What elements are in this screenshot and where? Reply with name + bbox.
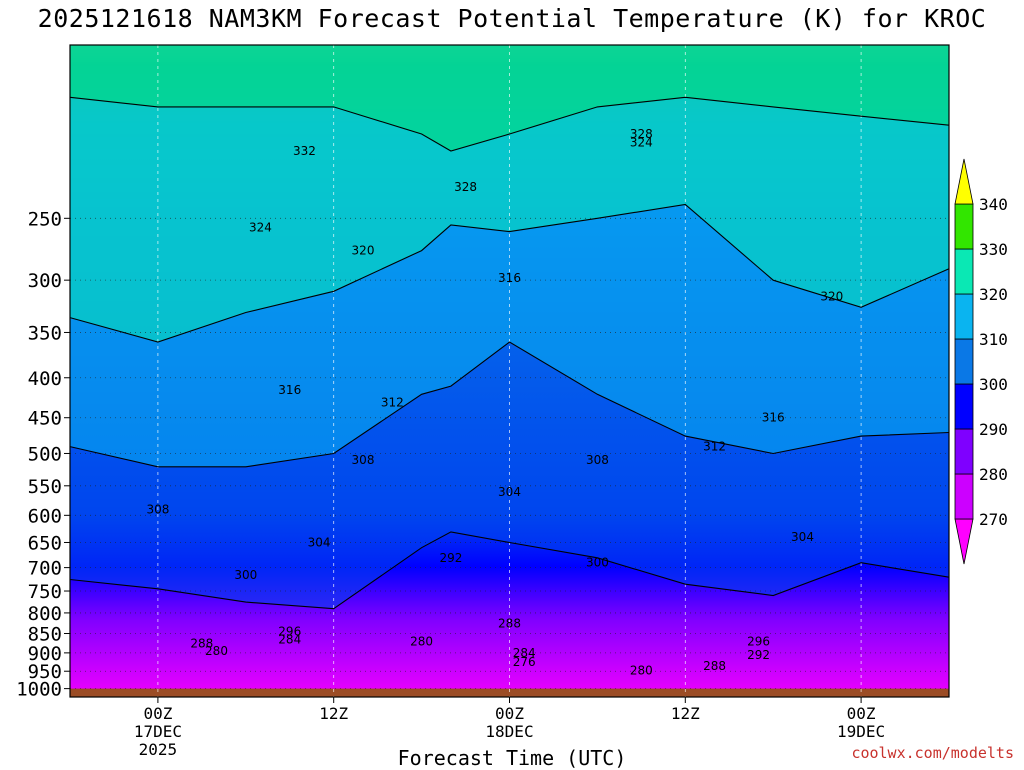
colorbar-label: 340 [979, 195, 1008, 214]
colorbar-label: 300 [979, 375, 1008, 394]
colorbar-label: 270 [979, 510, 1008, 529]
chart-title: 2025121618 NAM3KM Forecast Potential Tem… [37, 4, 987, 33]
colorbar-label: 280 [979, 465, 1008, 484]
contour-label: 280 [205, 644, 228, 658]
x-tick-label: 12Z [319, 704, 348, 723]
x-tick-label: 12Z [671, 704, 700, 723]
contour-label: 316 [762, 411, 785, 425]
x-tick-label: 00Z [495, 704, 524, 723]
colorbar-label: 310 [979, 330, 1008, 349]
y-axis: 2503003504004505005506006507007508008509… [16, 208, 70, 701]
y-tick-label: 600 [28, 505, 62, 527]
contour-label: 300 [234, 568, 257, 582]
x-tick-label: 00Z [847, 704, 876, 723]
contour-label: 284 [278, 632, 301, 646]
contour-label: 328 [630, 127, 653, 141]
x-tick-label: 2025 [139, 740, 178, 759]
colorbar-label: 290 [979, 420, 1008, 439]
credit-text: coolwx.com/modelts [851, 744, 1014, 762]
contour-label: 328 [454, 180, 477, 194]
contour-label: 324 [249, 221, 272, 235]
contour-label: 296 [747, 634, 770, 648]
y-tick-label: 250 [28, 208, 62, 230]
colorbar: 270 280 290 300 310 320 330 340 [954, 158, 1008, 565]
y-tick-label: 850 [28, 623, 62, 645]
isentrope-theta_300 [69, 531, 950, 610]
band-theta_330 [70, 45, 949, 151]
contour-label: 324 [630, 136, 653, 150]
y-tick-label: 500 [28, 443, 62, 465]
contour-label: 312 [381, 395, 404, 409]
contour-label: 308 [146, 503, 169, 517]
contour-label: 308 [352, 453, 375, 467]
colorbar-max-arrow [954, 158, 974, 205]
x-tick-label: 17DEC [134, 722, 182, 741]
x-tick-label: 00Z [143, 704, 172, 723]
contour-label: 280 [630, 664, 653, 678]
y-tick-label: 550 [28, 476, 62, 498]
colorbar-label: 320 [979, 285, 1008, 304]
y-tick-label: 950 [28, 661, 62, 683]
colorbar-segment [954, 203, 974, 250]
contour-label: 300 [586, 556, 609, 570]
colorbar-min-arrow [954, 518, 974, 565]
colorbar-segment [954, 428, 974, 475]
contour-label: 276 [513, 655, 536, 669]
isentrope-theta_320 [69, 203, 950, 343]
colorbar-segment [954, 473, 974, 520]
contour-label: 292 [439, 551, 462, 565]
y-tick-label: 650 [28, 532, 62, 554]
y-tick-label: 700 [28, 558, 62, 580]
contour-label: 312 [703, 440, 726, 454]
contour-label: 288 [190, 636, 213, 650]
y-tick-label: 800 [28, 603, 62, 625]
x-tick-label: 18DEC [485, 722, 533, 741]
contour-label: 320 [352, 244, 375, 258]
contour-label: 316 [278, 383, 301, 397]
isentrope-theta_310 [69, 341, 950, 468]
x-axis-label: Forecast Time (UTC) [397, 746, 627, 770]
colorbar-segment [954, 383, 974, 430]
isentrope-theta_330 [69, 96, 950, 152]
y-tick-label: 750 [28, 581, 62, 603]
contour-label: 292 [747, 648, 770, 662]
isentrope-lines [69, 96, 950, 610]
contour-label: 304 [308, 535, 331, 549]
y-tick-label: 350 [28, 322, 62, 344]
y-tick-label: 450 [28, 408, 62, 430]
contour-label: 284 [513, 646, 536, 660]
x-tick-label: 19DEC [837, 722, 885, 741]
contour-label: 280 [410, 634, 433, 648]
contour-label: 288 [498, 616, 521, 630]
colorbar-label: 330 [979, 240, 1008, 259]
y-tick-label: 400 [28, 368, 62, 390]
y-tick-label: 300 [28, 270, 62, 292]
colorbar-segment [954, 248, 974, 295]
y-tick-label: 1000 [16, 679, 62, 701]
colorbar-segment [954, 338, 974, 385]
colorbar-segment [954, 293, 974, 340]
ground-strip [70, 688, 949, 697]
contour-label: 288 [703, 659, 726, 673]
contour-label: 332 [293, 144, 316, 158]
contour-label: 304 [791, 530, 814, 544]
contour-label: 316 [498, 271, 521, 285]
contour-label: 304 [498, 485, 521, 499]
y-tick-label: 900 [28, 643, 62, 665]
contour-label: 308 [586, 453, 609, 467]
contour-label: 320 [820, 290, 843, 304]
contour-label: 296 [278, 624, 301, 638]
